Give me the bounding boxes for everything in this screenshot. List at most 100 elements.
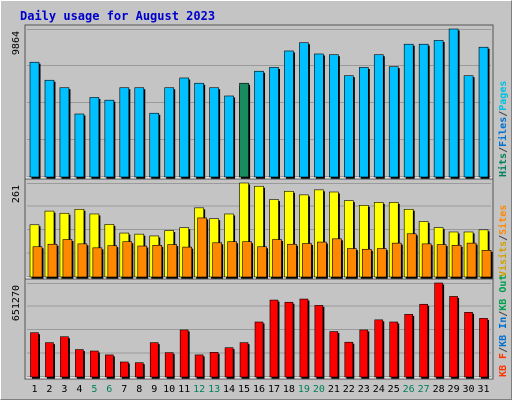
day-label: 21	[328, 384, 340, 395]
bar-kbytes-kbytes	[179, 329, 189, 378]
bar-visits-sites	[32, 246, 43, 278]
chart-title: Daily usage for August 2023	[20, 9, 215, 23]
max-label-kbytes: 651270	[11, 285, 22, 321]
bar-kbytes-kbytes	[164, 352, 174, 378]
bar-visits-sites	[257, 246, 267, 278]
day-label: 11	[178, 384, 190, 395]
day-label: 9	[151, 384, 157, 395]
bar-hits-hits	[59, 87, 70, 178]
legend-entry: Sites	[497, 205, 509, 235]
bar-hits-hits	[344, 75, 354, 178]
bar-visits-sites	[227, 241, 237, 278]
day-label: 22	[343, 384, 355, 395]
bar-visits-sites	[152, 245, 163, 278]
bar-hits-hits	[463, 75, 474, 178]
bar-kbytes-kbytes	[314, 305, 324, 378]
day-label: 18	[283, 384, 295, 395]
bar-visits-sites	[137, 245, 148, 278]
day-label: 27	[418, 384, 430, 395]
bar-kbytes-kbytes	[30, 332, 39, 378]
bar-kbytes-kbytes	[254, 321, 264, 378]
bar-visits-sites	[406, 233, 417, 278]
day-label: 26	[403, 384, 415, 395]
bar-visits-sites	[376, 248, 387, 278]
legend-entry: /	[498, 147, 509, 153]
bar-visits-sites	[212, 242, 222, 278]
legend-entry: Files	[497, 117, 509, 147]
day-label: 14	[223, 384, 235, 395]
bar-visits-sites	[481, 250, 492, 278]
bar-visits-sites	[466, 242, 477, 278]
bar-kbytes-kbytes	[359, 329, 369, 378]
day-label: 31	[477, 384, 489, 395]
bar-visits-sites	[287, 243, 297, 278]
day-label: 19	[298, 384, 310, 395]
bar-visits-sites	[361, 248, 372, 278]
bar-hits-hits	[29, 61, 40, 178]
bar-visits-sites	[62, 239, 73, 278]
bar-hits-hits	[373, 54, 384, 178]
day-label: 1	[31, 384, 37, 395]
bar-kbytes-kbytes	[149, 342, 159, 378]
bar-kbytes-kbytes	[134, 362, 144, 378]
bar-hits-hits	[149, 112, 160, 178]
legend-visits: Visits/Sites	[497, 205, 509, 277]
day-label: 8	[136, 384, 142, 395]
bar-kbytes-kbytes	[479, 318, 488, 378]
bar-kbytes-kbytes	[374, 319, 384, 378]
bar-hits-hits	[224, 95, 234, 178]
legend-hits: Hits/Files/Pages	[497, 81, 509, 177]
bar-hits-hits	[164, 87, 175, 178]
day-label: 6	[106, 384, 112, 395]
legend-kbytes: KB F/KB In/KB Out	[498, 275, 509, 377]
day-label: 28	[433, 384, 445, 395]
bar-visits-sites	[272, 239, 282, 278]
day-label: 20	[313, 384, 325, 395]
bar-visits-sites	[47, 243, 58, 278]
legend-entry: KB F	[498, 353, 509, 377]
bar-kbytes-kbytes	[90, 350, 99, 378]
bar-kbytes-kbytes	[344, 341, 354, 378]
bar-hits-hits	[269, 67, 279, 178]
bar-hits-pages	[239, 82, 249, 178]
day-label: 7	[121, 384, 127, 395]
bar-hits-hits	[89, 97, 100, 178]
day-label: 24	[373, 384, 385, 395]
bar-hits-hits	[74, 113, 85, 178]
bar-visits-sites	[77, 243, 88, 278]
bar-hits-hits	[433, 40, 444, 178]
bar-hits-hits	[314, 53, 324, 178]
bar-visits-sites	[317, 241, 327, 278]
day-label: 3	[61, 384, 67, 395]
legend-entry: /	[498, 311, 509, 317]
bar-hits-hits	[478, 46, 489, 178]
bar-visits-sites	[436, 244, 447, 278]
bar-kbytes-kbytes	[449, 296, 458, 378]
bar-kbytes-kbytes	[194, 354, 204, 378]
bar-kbytes-kbytes	[269, 299, 279, 378]
day-label: 16	[253, 384, 265, 395]
bar-visits-sites	[122, 241, 133, 278]
bar-visits-sites	[107, 245, 118, 278]
bar-visits-sites	[197, 217, 207, 278]
bar-kbytes-kbytes	[284, 301, 294, 378]
day-label: 13	[208, 384, 220, 395]
legend-entry: /	[498, 235, 509, 241]
day-label: 10	[163, 384, 175, 395]
max-label-visits: 261	[11, 185, 22, 203]
bar-hits-hits	[388, 66, 399, 178]
day-label: 5	[91, 384, 97, 395]
bar-visits-sites	[302, 243, 312, 278]
bar-visits-sites	[182, 246, 192, 278]
bar-hits-hits	[179, 77, 189, 178]
bar-kbytes-kbytes	[105, 354, 114, 378]
bar-visits-sites	[92, 247, 103, 278]
bar-kbytes-kbytes	[209, 352, 219, 378]
legend-entry: Visits	[497, 241, 509, 277]
bar-kbytes-kbytes	[329, 331, 339, 378]
bar-kbytes-kbytes	[224, 347, 234, 378]
bar-hits-hits	[104, 99, 115, 178]
day-label: 30	[463, 384, 475, 395]
